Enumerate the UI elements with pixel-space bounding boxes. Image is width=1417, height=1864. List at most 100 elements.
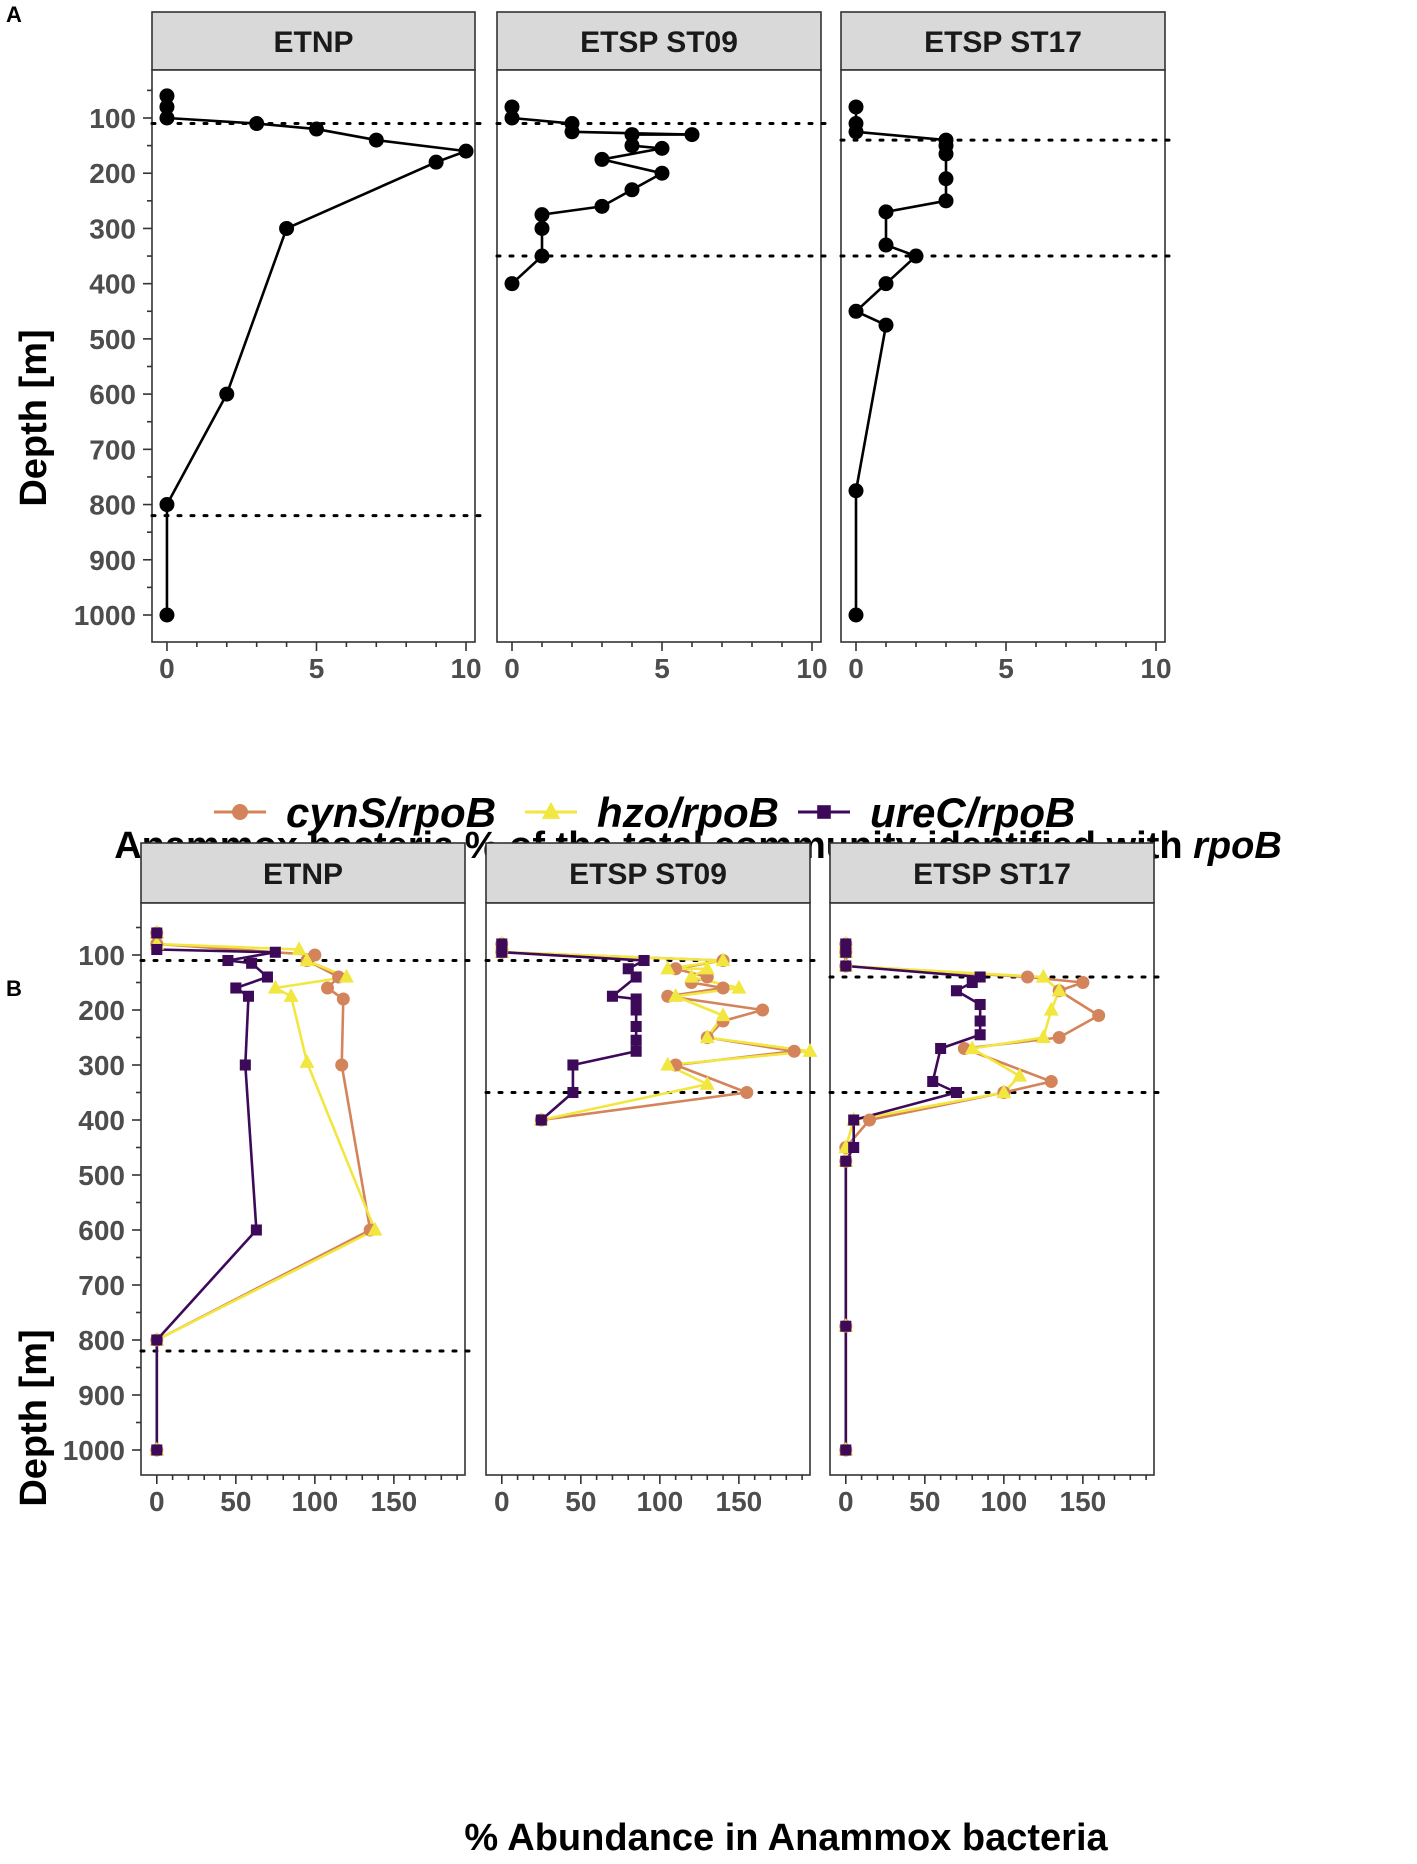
a-facet-1-series-0-point (504, 276, 520, 292)
b-facet-0-series-2-point (151, 1334, 163, 1346)
b-facet-1-series-2-point (535, 1114, 547, 1126)
b-facet-2-series-2-point (840, 1320, 852, 1332)
b-facet-1-series-1-point (668, 988, 684, 1002)
a-facet-0-y-tick-label: 800 (89, 490, 136, 521)
b-facet-0-series-2-point (250, 1224, 262, 1236)
b-facet-0-series-0-point (335, 1058, 349, 1072)
b-facet-0-series-1-point (299, 1054, 315, 1068)
a-facet-0-y-tick-label: 400 (89, 269, 136, 300)
b-facet-2-series-2-point (950, 1086, 962, 1099)
b-facet-0-series-2-point (246, 957, 258, 969)
a-facet-2-series-0-point (938, 193, 954, 209)
b-facet-2-x-tick-label: 0 (838, 1486, 854, 1517)
b-facet-0-series-2-point (151, 1444, 163, 1456)
b-facet-0-series-2-point (151, 927, 163, 939)
a-facet-1-series-0-point (654, 165, 670, 181)
b-facet-0-series-0-point (336, 992, 350, 1006)
b-facet-1-series-2-point (496, 938, 508, 950)
a-facet-0-series-0-point (159, 110, 175, 126)
a-facet-0: ETNP 0 5 10 100 200 300 400 500 600 700 800 900 1000 (74, 11, 489, 684)
b-facet-2-series-1-point (1012, 1067, 1028, 1082)
a-facet-2-series-0-point (878, 276, 894, 292)
b-facet-1-x-tick-label: 0 (494, 1486, 510, 1517)
b-facet-0-series-2-line (155, 933, 277, 1450)
b-facet-1-series-2-point (638, 954, 650, 967)
b-facet-0-x-tick-label: 0 (149, 1486, 165, 1517)
a-facet-2-series-0-point (938, 171, 954, 187)
a-facet-1-strip (496, 11, 822, 71)
a-facet-0-series-0-point (159, 88, 175, 104)
a-facet-0-y-tick-label: 300 (89, 213, 136, 244)
b-facet-1-series-0-point (787, 1044, 801, 1058)
b-facet-1-x-tick-label: 150 (716, 1486, 763, 1517)
b-facet-1-series-0-point (756, 1003, 770, 1017)
b-facet-0-series-1-point (367, 1221, 383, 1236)
a-facet-2-series-0-point (878, 317, 894, 333)
a-facet-2-series-0-line (854, 106, 948, 615)
a-facet-0-series-0-point (219, 386, 235, 402)
b-facet-2-series-0-point (1076, 976, 1090, 989)
b-facet-0-y-tick-label: 100 (78, 940, 125, 971)
a-facet-1-series-0-point (504, 99, 520, 115)
a-facet-0-y-tick-label: 100 (89, 103, 136, 134)
a-facet-2-series-0-point (848, 483, 864, 499)
a-facet-0-x-tick-label: 0 (159, 653, 175, 684)
a-facet-0-series-0-point (249, 116, 265, 132)
b-facet-0-series-0-point (320, 981, 334, 995)
a-facet-0-strip-title: ETNP (273, 26, 353, 59)
a-facet-1-x-tick-label: 5 (654, 653, 670, 684)
b-facet-2-series-1-point (996, 1084, 1012, 1099)
legend-item-1-key (541, 801, 561, 819)
a-facet-0-y-tick-label: 1000 (74, 600, 136, 631)
a-facet-1-series-0-point (594, 151, 610, 167)
b-facet-2-series-0-point (1044, 1075, 1058, 1088)
a-facet-0-series-0-point (368, 132, 384, 148)
legend-item-2-label: ureC/rpoB (870, 789, 1075, 836)
a-facet-1-series-0-point (534, 248, 550, 264)
b-facet-2-x-tick-label: 50 (909, 1486, 940, 1517)
b-facet-1-plot-area (485, 902, 811, 1476)
a-facet-1-series-0-point (624, 127, 640, 143)
a-facet-0-y-tick-label: 500 (89, 324, 136, 355)
b-facet-1-series-2-point (496, 946, 508, 958)
b-facet-2-series-0-point (863, 1113, 877, 1127)
panel-a-x-axis-title-gene: rpoB (1193, 825, 1282, 867)
b-facet-1-series-2-point (630, 1004, 642, 1016)
a-facet-0-x-tick-label: 10 (450, 653, 481, 684)
b-facet-2-series-1-point (1043, 1001, 1059, 1016)
b-facet-0-series-1-point (299, 952, 315, 967)
a-facet-1-strip-title: ETSP ST09 (580, 26, 738, 59)
b-facet-0-strip (140, 842, 466, 904)
a-facet-1-plot-area (496, 69, 822, 643)
a-facet-2-strip-title: ETSP ST17 (924, 26, 1082, 59)
b-facet-1-series-1-point (660, 1056, 676, 1071)
b-facet-1-series-2-point (622, 963, 634, 975)
b-facet-2-series-1-point (964, 1040, 980, 1055)
b-facet-1: ETSP ST09 0 50 100 150 (484, 842, 824, 1517)
a-facet-1-x-tick-label: 0 (504, 653, 520, 684)
a-facet-0-series-0-point (428, 154, 444, 170)
b-facet-1-series-1-point (699, 1029, 715, 1044)
a-facet-2: ETSP ST17 0 5 10 (839, 11, 1179, 684)
b-facet-0-series-1-point (283, 988, 299, 1002)
b-facet-0-series-2-point (239, 1059, 251, 1071)
a-facet-2-series-0-point (878, 237, 894, 253)
b-facet-2-series-2-point (974, 998, 986, 1011)
b-facet-1-series-0-point (740, 1086, 754, 1099)
b-facet-1-x-tick-label: 50 (565, 1486, 596, 1517)
panel-a-y-axis-title: Depth [m] (13, 329, 55, 506)
b-facet-1-strip-title: ETSP ST09 (569, 858, 727, 891)
a-facet-2-x-tick-label: 0 (848, 653, 864, 684)
a-facet-1: ETSP ST09 0 5 10 (495, 11, 835, 684)
b-facet-2-series-2-point (848, 1114, 860, 1126)
b-facet-2-series-1-point (1035, 968, 1051, 983)
a-facet-0-series-0-point (279, 220, 295, 236)
b-facet-1-strip (485, 842, 811, 904)
a-facet-0-series-0-point (159, 607, 175, 623)
b-facet-2-series-2-point (840, 946, 852, 958)
a-facet-1-series-0-point (504, 110, 520, 126)
b-facet-0-x-tick-label: 100 (291, 1486, 338, 1517)
b-facet-2-series-2-point (974, 1029, 986, 1041)
